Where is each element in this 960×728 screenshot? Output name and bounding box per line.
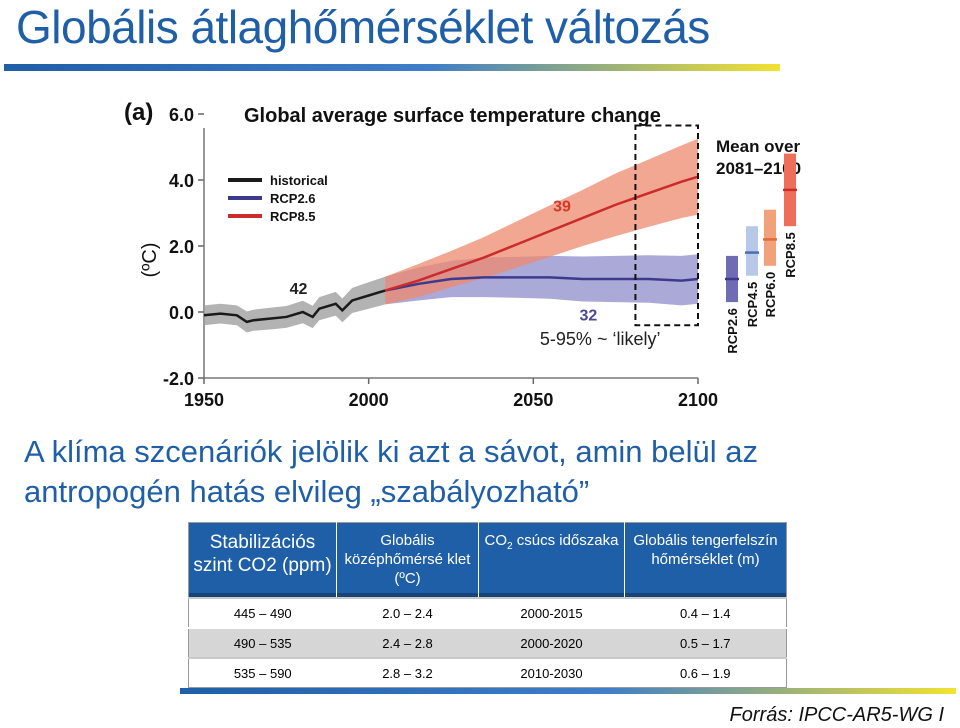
chart-legend: historical RCP2.6 RCP8.5	[228, 173, 328, 224]
range-bar-label-rcp85: RCP8.5	[783, 232, 798, 278]
range-bar-label-rcp60: RCP6.0	[763, 272, 778, 318]
series-line-rcp85	[384, 175, 699, 292]
cell-co2: 535 – 590	[188, 657, 337, 688]
cell-peak: 2000-2020	[478, 627, 625, 658]
header-co2-peak-sub: 2	[507, 541, 513, 552]
header-co2-peak: CO2 csúcs időszaka	[478, 522, 625, 598]
x-tick-label: 2050	[513, 390, 553, 410]
y-tick-label: -2.0	[163, 369, 194, 389]
plot-area: Global average surface temperature chang…	[139, 105, 718, 410]
cell-peak: 2000-2015	[478, 597, 625, 628]
y-tick-label: 4.0	[169, 171, 194, 191]
title-underline	[4, 64, 780, 71]
x-tick-label: 2000	[349, 390, 389, 410]
y-tick-label: 0.0	[169, 303, 194, 323]
cell-sea: 0.4 – 1.4	[624, 597, 787, 628]
table-row: 490 – 535 2.4 – 2.8 2000-2020 0.5 – 1.7	[188, 627, 787, 658]
cell-co2: 445 – 490	[188, 597, 337, 628]
mean-2081-2100-bars: Mean over 2081–2100 RCP2.6 RCP4.5 RCP6.0 RCP8…	[716, 137, 801, 354]
series-line-historical	[203, 289, 386, 324]
caption-line-1: A klíma szcenáriók jelölik ki azt a sávo…	[24, 434, 758, 469]
caption: A klíma szcenáriók jelölik ki azt a sávo…	[24, 432, 924, 512]
chart-title: Global average surface temperature chang…	[244, 105, 661, 127]
range-bar-rcp45	[746, 226, 758, 276]
range-bar-rcp60	[764, 209, 776, 266]
range-bar-label-rcp45: RCP4.5	[745, 282, 760, 328]
header-co2-peak-post: csúcs időszaka	[512, 532, 619, 549]
footer-rule	[180, 688, 956, 694]
cell-temp: 2.4 – 2.8	[336, 627, 479, 658]
table-header-row: Stabilizációs szint CO2 (ppm) Globális k…	[188, 522, 787, 598]
annotation-likely-range: 5-95% ~ ‘likely’	[540, 329, 661, 349]
header-co2-peak-pre: CO	[484, 532, 508, 549]
source-citation: Forrás: IPCC-AR5-WG I	[729, 704, 944, 726]
scenario-table: Stabilizációs szint CO2 (ppm) Globális k…	[188, 522, 787, 688]
cell-peak: 2010-2030	[478, 657, 625, 688]
y-tick-label: 6.0	[169, 105, 194, 125]
annotation-rcp85-models: 39	[553, 198, 571, 215]
series-band-historical	[204, 276, 386, 333]
table-row: 535 – 590 2.8 – 3.2 2010-2030 0.6 – 1.9	[188, 657, 787, 688]
series-band-rcp85	[385, 138, 698, 305]
caption-line-2: antropogén hatás elvileg „szabályozható”	[24, 474, 590, 509]
cell-temp: 2.0 – 2.4	[336, 597, 479, 628]
series-line-rcp26	[384, 276, 699, 292]
legend-label-rcp26: RCP2.6	[270, 191, 316, 206]
cell-co2: 490 – 535	[188, 627, 337, 658]
temperature-chart: (a) Global average surface temperature c…	[118, 92, 808, 424]
x-tick-label: 1950	[184, 390, 224, 410]
mean-period-box	[634, 124, 700, 327]
mean-box-label-line2: 2081–2100	[716, 159, 801, 178]
slide-title: Globális átlaghőmérséklet változás	[16, 1, 710, 53]
cell-sea: 0.5 – 1.7	[624, 627, 787, 658]
table-row: 445 – 490 2.0 – 2.4 2000-2015 0.4 – 1.4	[188, 597, 787, 628]
header-co2-level: Stabilizációs szint CO2 (ppm)	[188, 522, 337, 598]
legend-label-historical: historical	[270, 173, 328, 188]
cell-sea: 0.6 – 1.9	[624, 657, 787, 688]
y-axis-label: (ºC)	[139, 242, 161, 277]
range-bar-label-rcp26: RCP2.6	[725, 308, 740, 354]
legend-label-rcp85: RCP8.5	[270, 209, 316, 224]
panel-label: (a)	[124, 99, 153, 126]
chart-svg: (a) Global average surface temperature c…	[118, 92, 808, 424]
annotation-rcp26-models: 32	[579, 307, 597, 324]
cell-temp: 2.8 – 3.2	[336, 657, 479, 688]
x-tick-label: 2100	[678, 390, 718, 410]
mean-box-label-line1: Mean over	[716, 137, 800, 156]
y-tick-label: 2.0	[169, 237, 194, 257]
annotation-historical-models: 42	[290, 281, 308, 298]
header-sea-temp: Globális tengerfelszín hőmérséklet (m)	[624, 522, 787, 598]
header-global-temp: Globális középhőmérsé klet (ºC)	[336, 522, 479, 598]
